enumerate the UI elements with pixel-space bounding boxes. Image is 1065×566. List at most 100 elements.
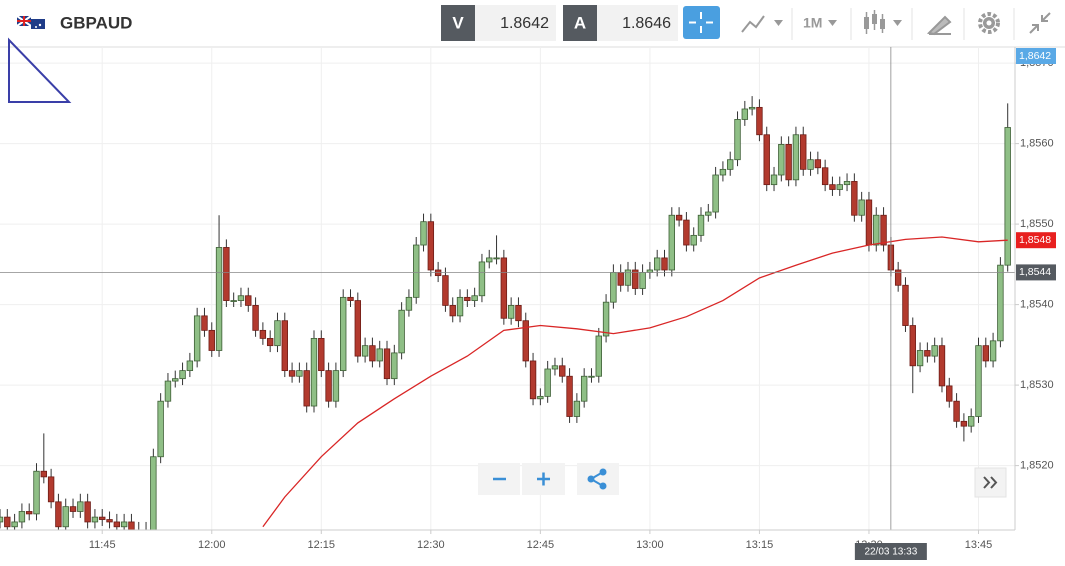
- scroll-icon: [983, 476, 998, 489]
- y-tick-label: 1,8540: [1020, 299, 1054, 311]
- candle-body: [201, 315, 208, 331]
- candle-body: [807, 159, 814, 170]
- candle-body: [1004, 127, 1011, 266]
- candle-body: [800, 134, 807, 170]
- candle-body: [157, 400, 164, 458]
- candle-body: [880, 214, 887, 246]
- overlay: 1,85201,85301,85401,85501,85601,857011:4…: [89, 48, 1056, 560]
- candle-body: [683, 219, 690, 246]
- candle-body: [770, 174, 778, 186]
- crosshair-button[interactable]: [683, 6, 720, 39]
- candle-body: [398, 309, 405, 354]
- candle-body: [909, 325, 916, 367]
- x-tick-label: 13:00: [636, 539, 664, 551]
- flag-icon: [16, 15, 45, 29]
- candle-body: [559, 365, 566, 377]
- candle-body: [902, 284, 909, 326]
- candle-body: [967, 416, 975, 427]
- candle-body: [442, 275, 449, 306]
- y-tick-label: 1,8530: [1020, 379, 1054, 391]
- candle-body: [829, 184, 836, 190]
- candle-body: [522, 320, 529, 362]
- candle-body: [697, 214, 705, 236]
- candle-body: [369, 345, 376, 362]
- x-tick-label: 11:45: [89, 539, 116, 551]
- x-tick-label: 12:45: [527, 539, 555, 551]
- candle-body: [288, 370, 296, 377]
- candle-body: [223, 247, 230, 301]
- candle-body: [40, 470, 48, 478]
- candle-body: [47, 476, 55, 503]
- crosshair-icon: [689, 12, 713, 33]
- candle-body: [266, 338, 274, 347]
- candle-body: [515, 305, 522, 322]
- scroll-latest-button[interactable]: [974, 467, 1007, 498]
- current-price-label-bg: [1016, 48, 1056, 64]
- drawn-triangle[interactable]: [8, 37, 72, 103]
- candle-body: [391, 352, 398, 380]
- interval[interactable]: 1M: [803, 15, 822, 31]
- candle-body: [128, 521, 135, 530]
- candle-body: [989, 340, 997, 362]
- candle-body: [18, 511, 26, 523]
- candle-body: [734, 119, 741, 161]
- candle-body: [274, 320, 281, 347]
- candle-body: [894, 269, 902, 286]
- candle-body: [639, 271, 646, 289]
- candle-body: [471, 295, 478, 301]
- candle-body: [632, 269, 639, 289]
- candle-body: [873, 214, 880, 246]
- x-tick-label: 12:30: [417, 539, 445, 551]
- candle-body: [719, 168, 727, 176]
- share-button[interactable]: [577, 463, 619, 495]
- candle-body: [464, 296, 471, 301]
- x-tick-label: 12:00: [198, 539, 226, 551]
- candle-body: [588, 375, 595, 378]
- current-price-label: 1,8642: [1019, 50, 1051, 62]
- candle-body: [690, 234, 697, 246]
- candle-body: [310, 338, 318, 407]
- candle-body: [748, 106, 756, 110]
- candle-body: [120, 521, 128, 528]
- moving-average-label-bg: [1016, 232, 1056, 249]
- candle-body: [55, 501, 62, 528]
- candle-body: [507, 305, 515, 319]
- candle-style-button[interactable]: [864, 10, 902, 34]
- settings-button[interactable]: [978, 12, 1000, 34]
- candle-body: [303, 370, 310, 407]
- candle-body: [624, 269, 632, 286]
- bid-box: [475, 5, 556, 41]
- candle-body: [0, 516, 4, 523]
- candle-body: [434, 269, 442, 277]
- candle-body: [413, 244, 420, 298]
- candle-body: [113, 521, 121, 528]
- candle-body: [77, 501, 84, 512]
- candle-body: [595, 335, 602, 377]
- collapse-button[interactable]: [1029, 12, 1051, 34]
- candle-body: [318, 338, 325, 372]
- candle-body: [208, 329, 215, 351]
- symbol: GBPAUD: [60, 13, 132, 32]
- moving-average-line: [262, 236, 1008, 528]
- candle-body: [361, 345, 369, 357]
- candle-body: [610, 271, 617, 303]
- candle-body: [252, 305, 259, 331]
- x-tick-label: 13:45: [965, 539, 993, 551]
- candle-body: [449, 305, 456, 317]
- ask-button[interactable]: [563, 5, 597, 41]
- crosshair-price-label: 1,8544: [1019, 266, 1051, 278]
- candle-body: [26, 511, 33, 515]
- candle-body: [186, 360, 194, 372]
- candle-body: [245, 295, 252, 306]
- bid-button[interactable]: [441, 5, 475, 41]
- candle-body: [580, 375, 588, 402]
- candle-body: [653, 257, 661, 271]
- x-tick-label: 13:15: [746, 539, 774, 551]
- candle-body: [851, 181, 858, 216]
- candle-body: [836, 184, 843, 190]
- candle-body: [215, 247, 223, 351]
- draw-tool-button[interactable]: [926, 15, 952, 36]
- candle-body: [4, 516, 11, 528]
- candle-body: [946, 385, 953, 402]
- chart-type-button[interactable]: [741, 15, 783, 33]
